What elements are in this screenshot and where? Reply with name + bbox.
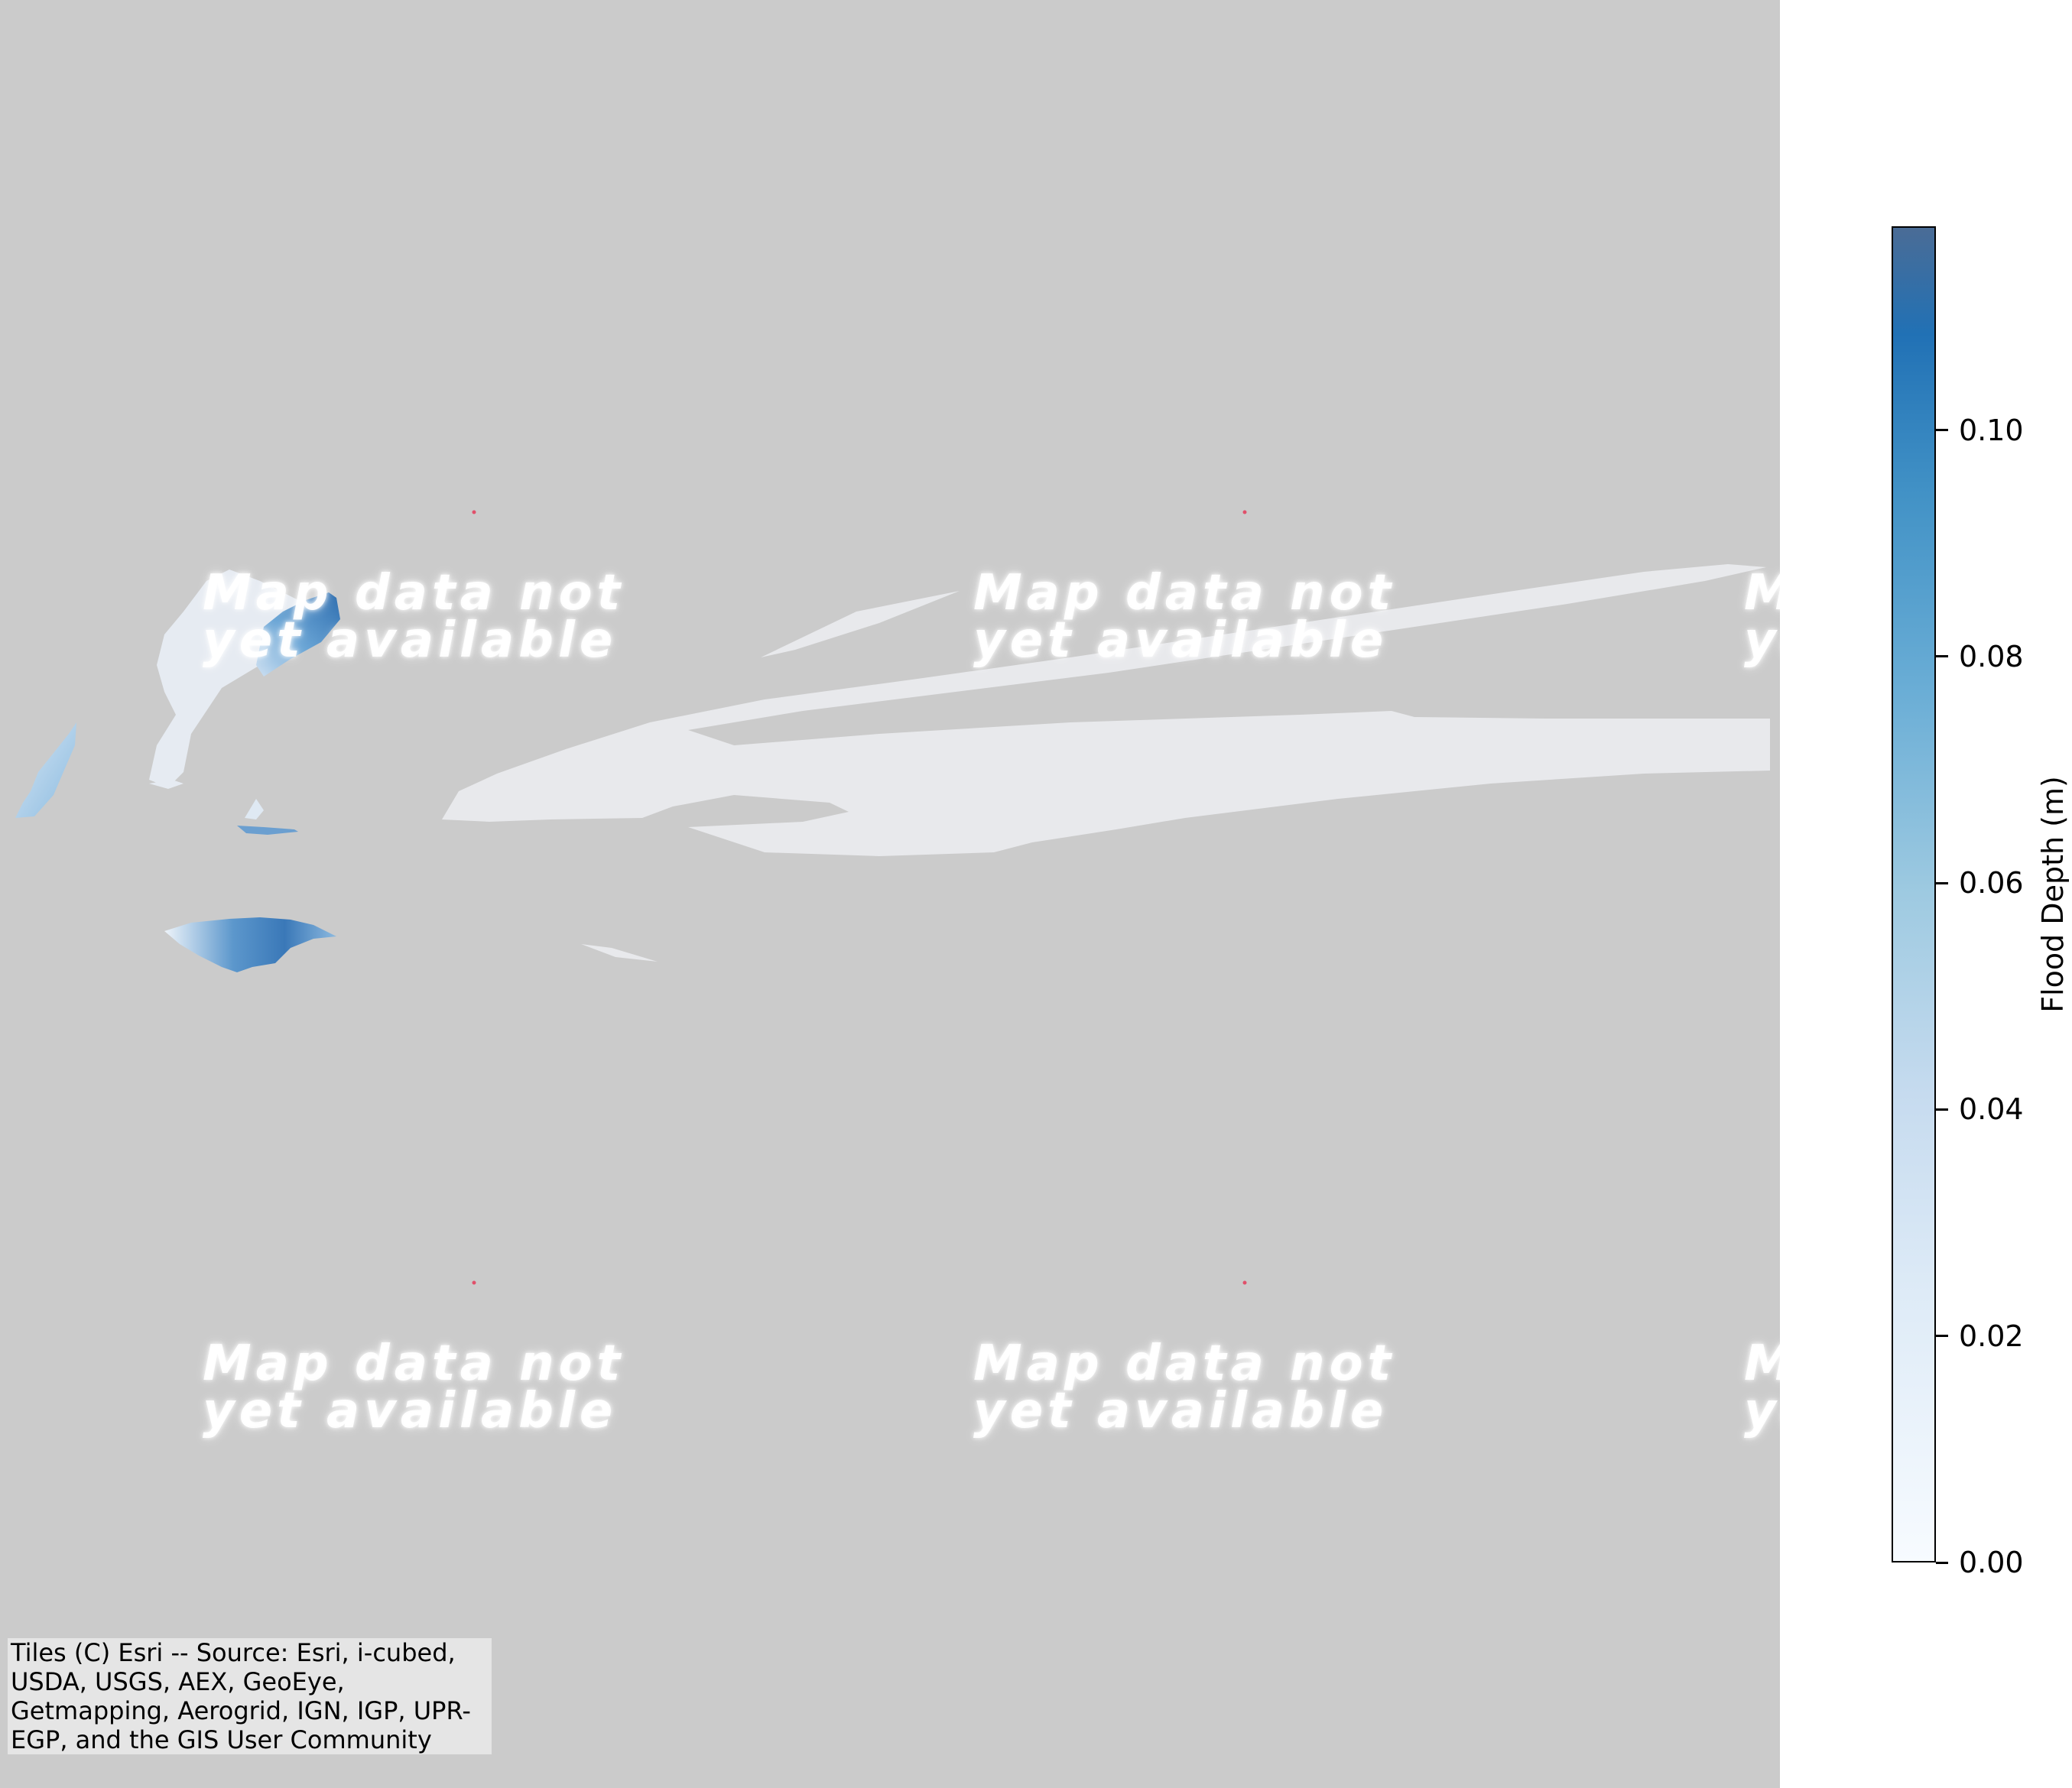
tile-message: Map data not yet available bbox=[203, 1335, 625, 1439]
flood-depth-area[interactable] bbox=[15, 722, 76, 818]
colorbar-tick bbox=[1936, 1561, 1948, 1564]
colorbar bbox=[1892, 226, 1936, 1562]
tile-message-line2: yet available bbox=[973, 612, 1388, 669]
flood-area[interactable] bbox=[761, 591, 960, 657]
flood-area[interactable] bbox=[581, 944, 658, 962]
colorbar-label: Flood Depth (m) bbox=[2036, 776, 2070, 1013]
colorbar-tick bbox=[1936, 655, 1948, 658]
tile-message: Map data not yet available bbox=[973, 1335, 1396, 1439]
tile-message: Map data not yet available bbox=[1744, 569, 1780, 669]
tile-message: Map data not yet available bbox=[1744, 1339, 1780, 1439]
tile-message-line1: Map data not bbox=[973, 1335, 1396, 1392]
colorbar-tick bbox=[1936, 1335, 1948, 1338]
flood-depth-area[interactable] bbox=[245, 799, 264, 819]
tile-message-line2: yet available bbox=[973, 1383, 1388, 1439]
colorbar-tick-label: 0.00 bbox=[1959, 1546, 2024, 1579]
colorbar-tick bbox=[1936, 1108, 1948, 1111]
tile-message-line2: yet available bbox=[203, 1383, 618, 1439]
tile-marker bbox=[472, 510, 476, 514]
tile-message-line1: Map data not bbox=[203, 1335, 625, 1392]
colorbar-tick bbox=[1936, 881, 1948, 884]
map-attribution: Tiles (C) Esri -- Source: Esri, i-cubed,… bbox=[8, 1638, 492, 1754]
tile-message: Map data not yet available bbox=[973, 565, 1396, 669]
flood-map bbox=[15, 510, 1770, 1285]
tile-message-line1: Map data not bbox=[973, 565, 1396, 621]
tile-message-line1: Map data not bbox=[203, 565, 625, 621]
tile-message-line1: Map data not bbox=[1744, 569, 1780, 618]
tile-message-line2: yet available bbox=[1744, 612, 1780, 669]
flood-area[interactable] bbox=[149, 780, 183, 789]
tile-message: Map data not yet available bbox=[203, 565, 625, 669]
colorbar-tick bbox=[1936, 429, 1948, 432]
colorbar-tick-label: 0.10 bbox=[1959, 413, 2024, 447]
tile-marker bbox=[472, 1280, 476, 1285]
tile-marker bbox=[1242, 1280, 1247, 1285]
flood-depth-area[interactable] bbox=[164, 917, 336, 972]
tile-message-line1: Map data not bbox=[1744, 1339, 1780, 1388]
colorbar-tick-label: 0.04 bbox=[1959, 1092, 2024, 1127]
flood-depth-area[interactable] bbox=[237, 826, 298, 835]
tile-marker bbox=[1242, 510, 1247, 514]
colorbar-tick-label: 0.08 bbox=[1959, 639, 2024, 673]
tile-message-line2: yet available bbox=[1744, 1383, 1780, 1439]
colorbar-tick-label: 0.02 bbox=[1959, 1319, 2024, 1353]
flood-area[interactable] bbox=[442, 564, 1770, 856]
colorbar-tick-label: 0.06 bbox=[1959, 866, 2024, 900]
flood-depth-area[interactable] bbox=[256, 592, 340, 677]
tile-message-line2: yet available bbox=[203, 612, 618, 669]
map-panel[interactable]: Map data not yet available Map data not … bbox=[0, 0, 1780, 1788]
